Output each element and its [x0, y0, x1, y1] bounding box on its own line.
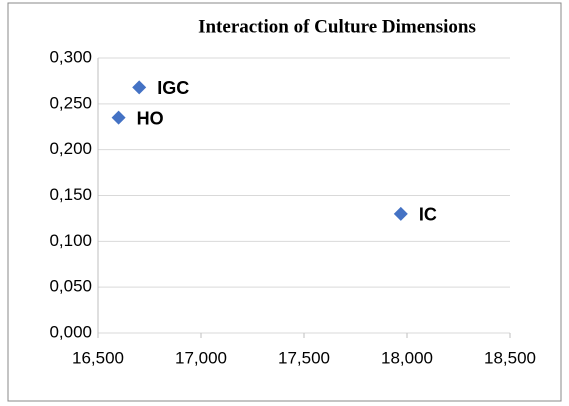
- point: [132, 80, 147, 95]
- point: [393, 206, 408, 221]
- x-tick-label: 17,500: [278, 348, 330, 367]
- y-tick-label: 0,050: [49, 277, 92, 296]
- y-tick-label: 0,100: [49, 231, 92, 250]
- point-label: IC: [419, 205, 437, 225]
- y-tick-label: 0,300: [49, 47, 92, 66]
- x-tick-label: 17,000: [175, 348, 227, 367]
- x-tick-label: 18,500: [484, 348, 536, 367]
- chart-border: [7, 2, 562, 402]
- point-label: IGC: [157, 78, 189, 98]
- y-tick-label: 0,000: [49, 322, 92, 341]
- x-tick-label: 18,000: [381, 348, 433, 367]
- point-label: HO: [137, 108, 164, 128]
- y-tick-label: 0,150: [49, 185, 92, 204]
- y-tick-label: 0,200: [49, 139, 92, 158]
- chart-title: Interaction of Culture Dimensions: [198, 16, 476, 37]
- point: [111, 110, 126, 125]
- x-tick-label: 16,500: [72, 348, 124, 367]
- y-tick-label: 0,250: [49, 93, 92, 112]
